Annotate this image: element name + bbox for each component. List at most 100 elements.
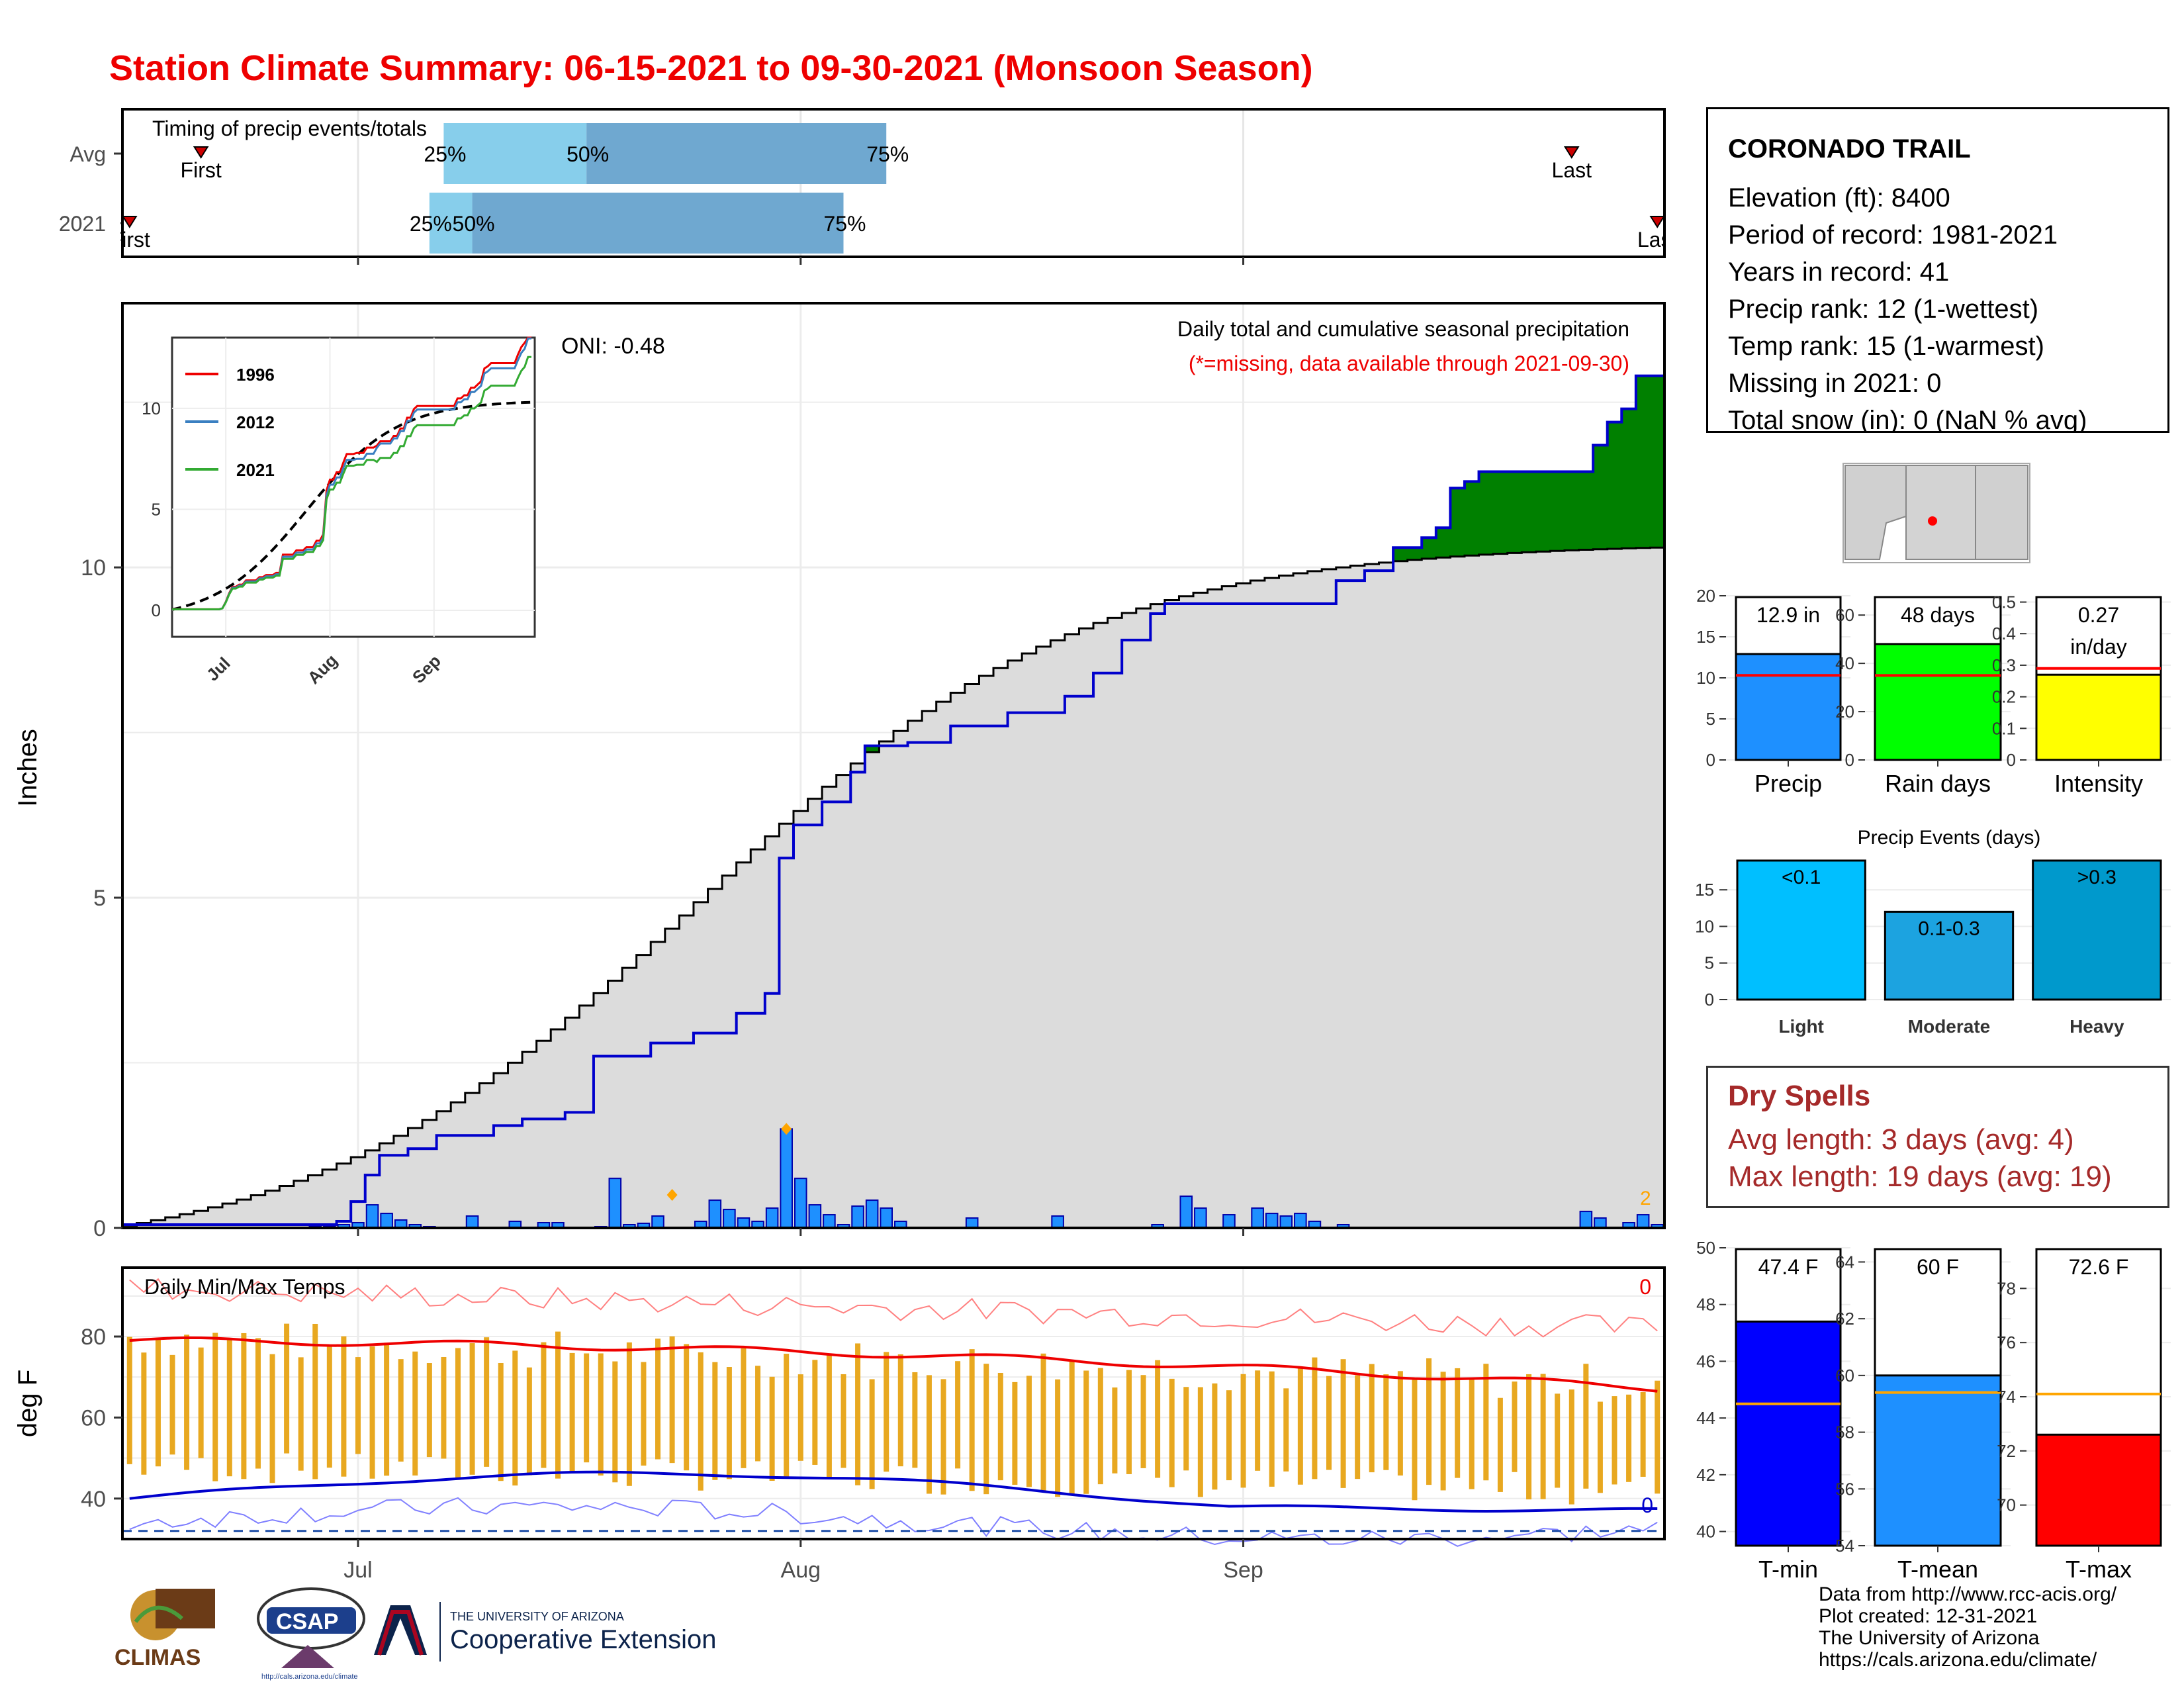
daily-precip-bar (880, 1207, 893, 1229)
daily-temp-bar (1283, 1388, 1289, 1472)
map-state-east (1975, 465, 2028, 560)
tmin-panel-y-tick-label: 42 (1696, 1465, 1715, 1485)
intensity-panel-y-tick-label: 0.4 (1992, 624, 2016, 643)
daily-temp-bar (1155, 1360, 1161, 1478)
tmin-panel-value-bar (1735, 1320, 1842, 1547)
tmean-panel-y-tick-label: 60 (1835, 1366, 1854, 1385)
temp-x-tick-label: Sep (1223, 1558, 1263, 1583)
station-location-dot (1928, 516, 1937, 526)
daily-temp-bar (1412, 1379, 1418, 1501)
logo-strip: CLIMAS CSAP http://cals.arizona.edu/clim… (114, 1587, 716, 1681)
intensity-panel-x-label: Intensity (2054, 770, 2143, 797)
daily-temp-bar (940, 1379, 946, 1495)
oni-label: ONI: -0.48 (561, 334, 665, 359)
timing-label-25: 25% (424, 142, 466, 166)
station-period: Period of record: 1981-2021 (1728, 220, 2058, 250)
last-event-marker (1563, 146, 1580, 159)
dry-spells-max: Max length: 19 days (avg: 19) (1728, 1160, 2112, 1193)
rain-days-panel-y-tick-label: 20 (1835, 702, 1854, 722)
station-precip-rank: Precip rank: 12 (1-wettest) (1728, 295, 2039, 324)
daily-temp-bar (1655, 1380, 1661, 1494)
daily-temp-bar (897, 1354, 903, 1467)
temp-y-tick-label: 60 (81, 1405, 106, 1430)
daily-precip-bar (780, 1128, 793, 1229)
rain-days-panel: 0 20 40 60 48 days Rain days (1835, 596, 2011, 797)
temp-x-tick-label: Aug (781, 1558, 821, 1583)
timing-bar-25-50 (429, 193, 473, 254)
daily-precip-bar (1279, 1215, 1293, 1229)
temp-y-tick-label: 80 (81, 1325, 106, 1350)
dry-spells-avg: Avg length: 3 days (avg: 4) (1728, 1123, 2074, 1156)
first-event-marker (193, 146, 209, 159)
events-y-tick-label: 10 (1695, 916, 1714, 936)
intensity-panel-y-tick-label: 0.2 (1992, 687, 2016, 707)
daily-temp-bar (1540, 1374, 1546, 1499)
rain-days-panel-value-bar (1874, 643, 2002, 761)
events-y-tick-label: 15 (1695, 880, 1714, 900)
daily-max-label: 2 (1640, 1188, 1651, 1209)
precip-panel-title: Daily total and cumulative seasonal prec… (1177, 317, 1629, 341)
daily-temp-bar (826, 1354, 832, 1479)
daily-temp-bar (326, 1346, 332, 1468)
daily-precip-bar (1051, 1215, 1064, 1229)
timing-clip-left (83, 209, 120, 261)
daily-precip-bar (794, 1178, 807, 1229)
station-years: Years in record: 41 (1728, 258, 1950, 287)
daily-temp-bar (712, 1362, 718, 1480)
intensity-panel-y-tick-label: 0 (2007, 750, 2016, 770)
daily-precip-bar (1194, 1207, 1207, 1229)
cumulative-2021-line (122, 374, 1664, 1227)
daily-temp-bar (1012, 1382, 1018, 1485)
temp-y-axis-label: deg F (13, 1370, 42, 1437)
daily-temp-bar (1640, 1392, 1646, 1477)
csap-logo-text: CSAP (276, 1609, 338, 1634)
station-temp-rank: Temp rank: 15 (1-warmest) (1728, 332, 2044, 361)
tmean-panel: 54 56 58 60 62 64 60 F T-mean (1835, 1248, 2011, 1583)
precip-total-panel-value-label: 12.9 in (1756, 603, 1820, 627)
tmax-panel-x-label: T-max (2066, 1556, 2132, 1583)
tmean-panel-y-tick-label: 56 (1835, 1479, 1854, 1499)
precip-total-panel-y-tick-label: 20 (1696, 586, 1715, 606)
daily-temp-bar (1055, 1379, 1061, 1497)
daily-temp-bar (1326, 1376, 1332, 1470)
events-bar (1884, 910, 2015, 1001)
timing-panel-frame (121, 108, 1666, 258)
climas-logo: CLIMAS (114, 1589, 215, 1670)
tmax-panel-y-tick-label: 74 (1997, 1387, 2016, 1407)
inset-y-tick-label: 5 (152, 499, 161, 519)
daily-precip-bar (723, 1209, 736, 1229)
temp-x-tick-label: Jul (343, 1558, 372, 1583)
timing-clip-right (1666, 108, 1692, 258)
daily-temp-bar (526, 1367, 532, 1476)
daily-temp-bar (369, 1346, 375, 1479)
timing-label-75: 75% (823, 212, 866, 236)
precip-total-panel-y-tick-label: 15 (1696, 627, 1715, 647)
daily-temp-bar (1212, 1383, 1218, 1490)
daily-temp-bar (512, 1350, 518, 1486)
daily-temp-bar (441, 1356, 447, 1459)
timing-bar-25-50 (443, 123, 587, 184)
location-map (1843, 463, 2030, 563)
daily-temp-bar (398, 1359, 404, 1462)
events-x-label: Moderate (1908, 1016, 1990, 1037)
daily-temp-bar (1026, 1376, 1032, 1487)
daily-temp-bar (726, 1367, 732, 1479)
tmax-panel-y-tick-label: 78 (1997, 1278, 2016, 1298)
daily-temp-bar (498, 1362, 504, 1481)
daily-temp-bar (784, 1354, 790, 1479)
temp-panel-bg (122, 1268, 1664, 1539)
rain-days-panel-value-label: 48 days (1901, 603, 1975, 627)
climas-logo-text: CLIMAS (114, 1645, 201, 1670)
daily-temp-bar (1455, 1368, 1461, 1478)
page-title: Station Climate Summary: 06-15-2021 to 0… (109, 48, 1313, 88)
events-bar-label: <0.1 (1782, 867, 1821, 888)
daily-temp-bar (184, 1335, 190, 1470)
credit-university: The University of Arizona (1819, 1627, 2040, 1649)
daily-precip-bar (465, 1215, 479, 1229)
daily-temp-bar (1083, 1370, 1089, 1494)
tmax-panel-y-tick-label: 70 (1997, 1495, 2016, 1515)
daily-temp-bar (755, 1366, 761, 1462)
tmean-panel-y-tick-label: 62 (1835, 1309, 1854, 1329)
daily-temp-bar (298, 1357, 304, 1471)
precip-total-panel-y-tick-label: 5 (1706, 709, 1715, 729)
